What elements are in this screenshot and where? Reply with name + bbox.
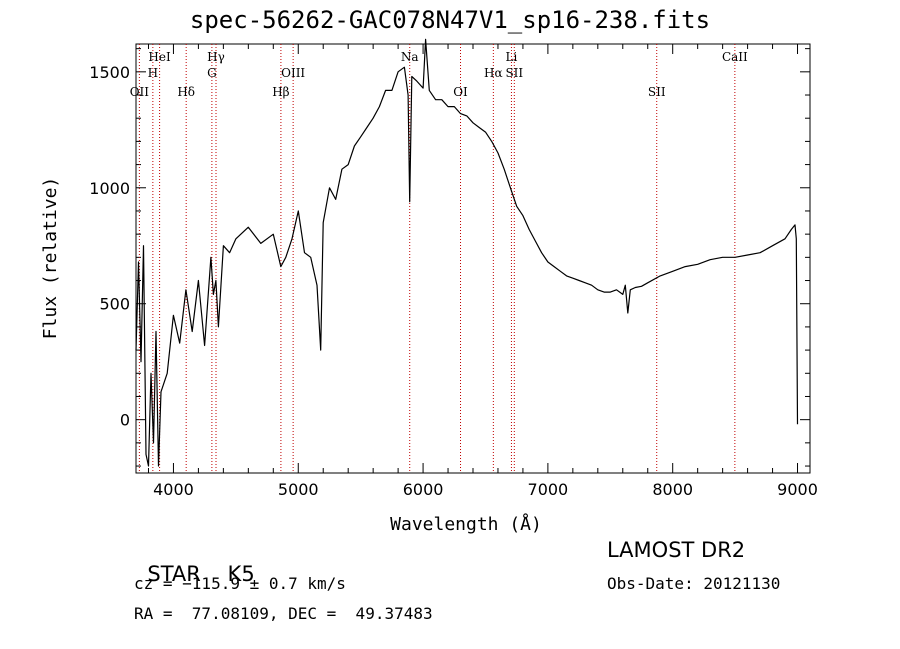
- object-subclass: K5: [227, 562, 255, 586]
- survey-label: LAMOST DR2: [607, 538, 746, 562]
- x-axis-label: Wavelength (Å): [390, 513, 542, 535]
- object-class: STAR: [147, 562, 201, 586]
- redshift-text: cz = −115.9 ± 0.7 km/s: [134, 574, 346, 593]
- spectral-line-label: Hδ: [177, 85, 195, 99]
- spectral-line-label: Hγ: [207, 50, 225, 64]
- spectral-line-label: G: [207, 66, 217, 80]
- spectral-line-label: Na: [401, 50, 419, 64]
- spectrum-series: [135, 38, 799, 467]
- spectral-line-label: H: [148, 66, 158, 80]
- spectrum-line: [135, 38, 799, 467]
- y-tick-label: 500: [99, 295, 130, 314]
- coordinates-text: RA = 77.08109, DEC = 49.37483: [134, 604, 433, 623]
- spectral-line-label: Hα: [484, 66, 503, 80]
- spectral-line-label: OI: [453, 85, 468, 99]
- x-tick-label: 4000: [153, 480, 194, 499]
- spectral-line-label: OIII: [281, 66, 305, 80]
- y-tick-label: 0: [120, 411, 130, 430]
- y-tick-label: 1000: [89, 179, 130, 198]
- plot-frame: [135, 43, 811, 474]
- x-tick-label: 5000: [278, 480, 319, 499]
- y-axis-label: Flux (relative): [40, 177, 61, 340]
- line-markers: [138, 44, 736, 473]
- spectral-line-label: SII: [505, 66, 523, 80]
- y-tick-label: 1500: [89, 63, 130, 82]
- spectral-line-label: HeI: [148, 50, 171, 64]
- spectral-line-label: Hβ: [272, 85, 289, 99]
- spectral-line-label: OII: [130, 85, 150, 99]
- x-tick-label: 6000: [403, 480, 444, 499]
- axes: 4000 5000 6000 7000 8000 9000 0 500 1000 1500: [89, 43, 818, 499]
- x-tick-label: 7000: [528, 480, 569, 499]
- spectral-line-label: Li: [506, 50, 518, 64]
- spectral-line-label: CaII: [722, 50, 748, 64]
- x-tick-label: 8000: [652, 480, 693, 499]
- obs-date-text: Obs-Date: 20121130: [607, 574, 781, 593]
- x-tick-label: 9000: [777, 480, 818, 499]
- chart-title: spec-56262-GAC078N47V1_sp16-238.fits: [189, 6, 711, 34]
- spectral-line-label: SII: [648, 85, 666, 99]
